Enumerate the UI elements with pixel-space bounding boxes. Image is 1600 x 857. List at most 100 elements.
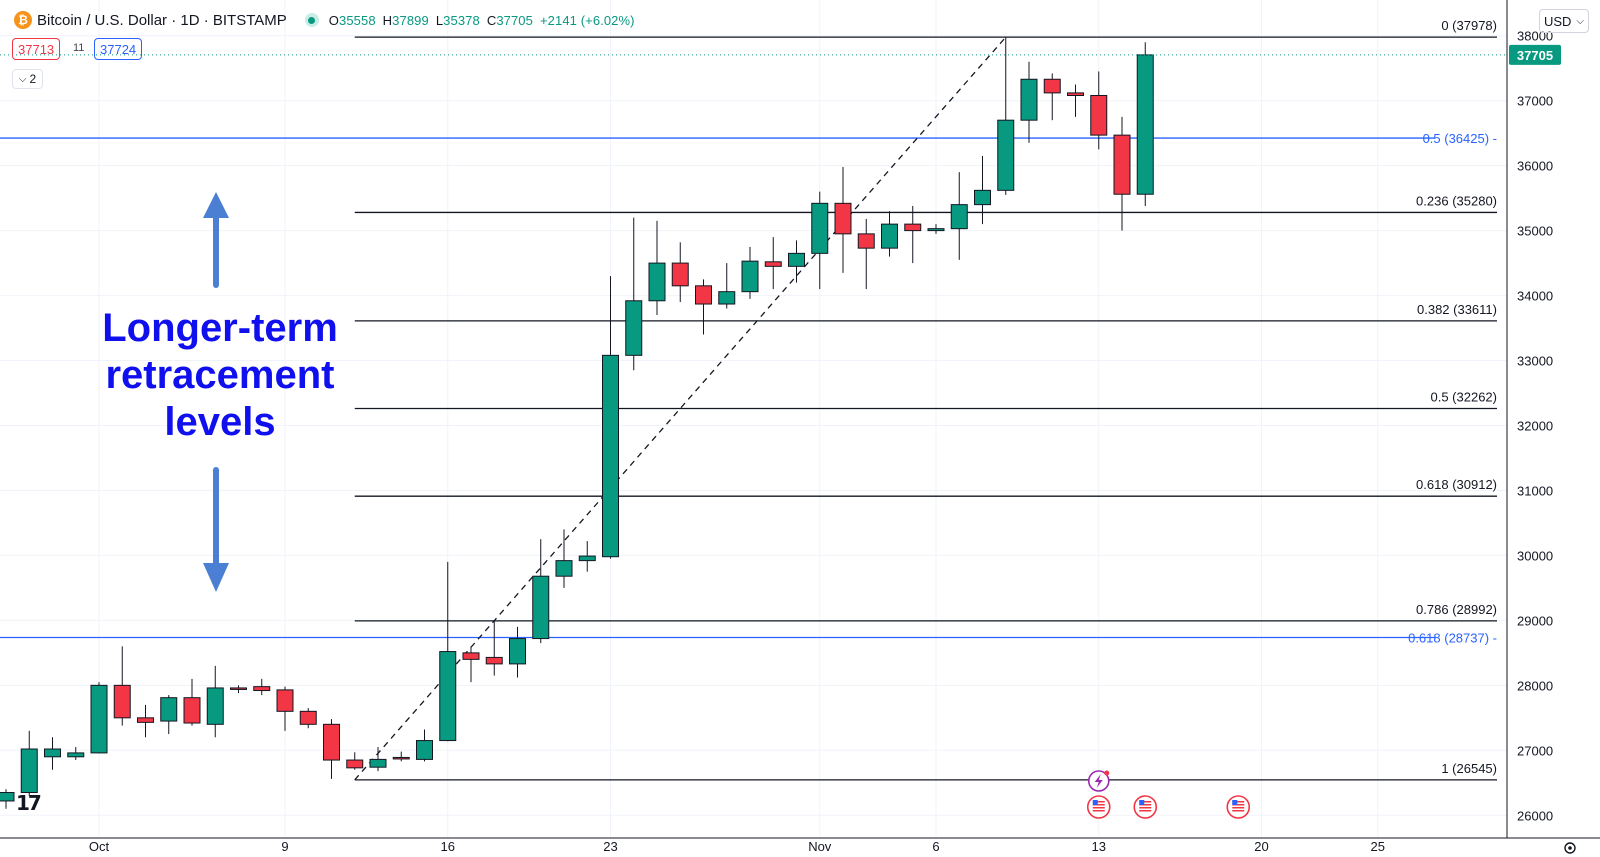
ohlc-key: C	[486, 12, 497, 28]
candle	[0, 789, 15, 809]
candle	[648, 220, 666, 316]
candle	[485, 620, 503, 676]
candle-body	[671, 262, 689, 287]
candle	[137, 704, 154, 738]
candle	[811, 191, 829, 290]
candle	[927, 224, 945, 234]
candle-body	[416, 740, 433, 760]
gear-center	[1568, 846, 1572, 850]
symbol-header[interactable]: ₿ Bitcoin / U.S. Dollar · 1D · BITSTAMP …	[14, 9, 642, 31]
candle	[974, 155, 991, 225]
currency-select[interactable]: USD ⌵	[1539, 9, 1589, 33]
up-arrow-head	[203, 192, 229, 218]
candle	[764, 237, 782, 290]
candle-body	[485, 656, 503, 665]
candle-body	[346, 759, 364, 769]
candle	[741, 246, 759, 299]
candle-body	[950, 204, 968, 230]
candle-body	[67, 752, 85, 758]
candle-body	[1020, 78, 1038, 121]
collapse-indicators-button[interactable]: ⌵ 2	[12, 69, 43, 89]
flag-stripe	[1232, 801, 1245, 803]
ohlc-value: 35558	[339, 12, 376, 28]
event-markers[interactable]	[1086, 770, 1251, 819]
buy-price-button[interactable]: 37724	[94, 38, 143, 60]
price-tick-label: 37000	[1517, 94, 1553, 109]
candle-body	[1067, 92, 1084, 96]
candle	[578, 541, 596, 572]
candle-body	[857, 233, 875, 249]
spread-value: 11	[73, 42, 85, 54]
candle-body	[299, 710, 317, 725]
candle-body	[230, 687, 247, 690]
fib-long-label: 0.5 (36425) -	[1423, 131, 1497, 146]
price-tick-label: 34000	[1517, 289, 1553, 304]
candle-body	[113, 684, 131, 719]
sell-price-button[interactable]: 37713	[12, 38, 61, 60]
candle	[369, 747, 387, 772]
ohlc-value: 37705	[496, 12, 533, 28]
flag-canton	[1139, 800, 1145, 805]
price-tick-label: 33000	[1517, 354, 1553, 369]
time-tick-label: 20	[1254, 839, 1268, 854]
fib-short-label: 0 (37978)	[1441, 18, 1497, 33]
price-tick-label: 26000	[1517, 808, 1553, 823]
candle-body	[1090, 94, 1108, 136]
last-price-tag	[1509, 44, 1561, 65]
annotation-arrows	[203, 192, 229, 592]
fib-short-label: 0.236 (35280)	[1416, 193, 1497, 208]
us-flag-icon[interactable]	[1226, 795, 1251, 819]
candle	[904, 205, 922, 264]
candle-body	[625, 300, 643, 356]
flag-stripe	[1092, 810, 1105, 812]
ohlc-key: O	[328, 12, 339, 28]
flag-stripe	[1232, 810, 1245, 812]
candle	[20, 730, 38, 796]
time-tick-label: 25	[1371, 839, 1385, 854]
ohlc-value: 35378	[443, 12, 480, 28]
candle	[1043, 73, 1061, 121]
candle	[857, 218, 875, 290]
settings-gear-icon[interactable]	[1564, 842, 1576, 854]
candle-body	[578, 555, 596, 562]
candle-body	[137, 717, 154, 723]
flag-canton	[1232, 800, 1238, 805]
us-flag-icon[interactable]	[1133, 795, 1158, 819]
candle-body	[439, 651, 457, 742]
candle-body	[648, 262, 666, 302]
candle	[206, 665, 224, 738]
candle-body	[20, 748, 38, 794]
indicator-count: 2	[29, 72, 37, 86]
candles	[0, 37, 1154, 809]
flag-stripe	[1232, 807, 1245, 809]
candle	[671, 242, 689, 303]
candle	[1020, 61, 1038, 143]
candle	[416, 729, 433, 762]
candle	[1090, 71, 1108, 150]
currency-label: USD	[1543, 13, 1572, 29]
candle	[602, 276, 619, 559]
candle	[113, 646, 131, 726]
candle-body	[927, 228, 945, 232]
lightning-icon[interactable]	[1087, 770, 1110, 792]
flag-stripe	[1092, 807, 1105, 809]
candle	[1067, 84, 1084, 117]
candle	[67, 747, 85, 761]
candle	[346, 752, 364, 770]
candle	[695, 279, 712, 335]
time-tick-label: 6	[932, 839, 939, 854]
candle-body	[206, 687, 224, 725]
price-tick-label: 29000	[1517, 613, 1553, 628]
time-tick-label: Oct	[89, 839, 110, 854]
candle-body	[44, 748, 61, 758]
candle-body	[253, 686, 271, 692]
tradingview-logo-icon[interactable]: 𝟭𝟳	[16, 793, 42, 815]
time-tick-label: 9	[281, 839, 288, 854]
candle	[44, 737, 61, 770]
ohlc-key: L	[435, 12, 444, 28]
us-flag-icon[interactable]	[1086, 795, 1111, 819]
chevron-down-icon: ⌵	[18, 73, 27, 85]
flag-stripe	[1139, 810, 1152, 812]
candle-body	[1136, 54, 1154, 195]
